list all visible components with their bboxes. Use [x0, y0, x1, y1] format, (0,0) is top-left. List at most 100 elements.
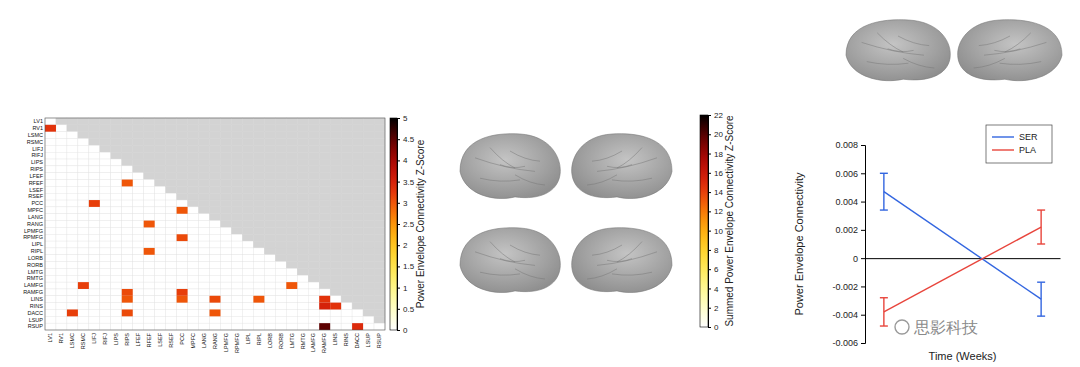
brain-outline — [572, 134, 672, 199]
empty-cell — [155, 227, 166, 234]
masked-cell — [264, 214, 275, 221]
error-bar — [880, 173, 888, 210]
masked-cell — [220, 159, 231, 166]
empty-cell — [253, 268, 264, 275]
masked-cell — [133, 125, 144, 132]
masked-cell — [363, 262, 374, 269]
empty-cell — [111, 227, 122, 234]
empty-cell — [264, 255, 275, 262]
masked-cell — [155, 166, 166, 173]
empty-cell — [133, 303, 144, 310]
tick-mark — [708, 288, 711, 289]
masked-cell — [242, 118, 253, 125]
empty-cell — [122, 193, 133, 200]
tick-mark — [708, 192, 711, 193]
brain-surface — [572, 134, 672, 199]
empty-cell — [111, 309, 122, 316]
empty-cell — [177, 234, 188, 241]
tick-label: LMTG — [28, 269, 43, 275]
heatmap-cell — [144, 248, 155, 255]
masked-cell — [133, 118, 144, 125]
empty-cell — [78, 296, 89, 303]
empty-cell — [78, 255, 89, 262]
masked-cell — [330, 152, 341, 159]
empty-cell — [188, 227, 199, 234]
empty-cell — [199, 289, 210, 296]
empty-cell — [155, 316, 166, 323]
tick-mark — [861, 343, 865, 344]
figure: LV1RV1LSMCRSMCLIFJRIFJLIPSRIPSLFEFRFEFLS… — [0, 0, 1080, 367]
tick: LIPL — [245, 330, 251, 344]
empty-cell — [308, 282, 319, 289]
empty-cell — [67, 166, 78, 173]
masked-cell — [374, 309, 385, 316]
tick-label: -0.006 — [832, 338, 858, 348]
tick: LMTG — [289, 330, 295, 348]
tick-label: LSMC — [69, 333, 75, 348]
masked-cell — [308, 166, 319, 173]
tick: LFEF — [135, 330, 141, 346]
empty-cell — [56, 139, 67, 146]
empty-cell — [100, 262, 111, 269]
masked-cell — [319, 207, 330, 214]
empty-cell — [220, 268, 231, 275]
masked-cell — [374, 289, 385, 296]
empty-cell — [155, 289, 166, 296]
empty-cell — [242, 282, 253, 289]
tick: RINS — [30, 303, 45, 309]
masked-cell — [341, 173, 352, 180]
masked-cell — [374, 207, 385, 214]
error-bar-cap — [1037, 281, 1045, 282]
axis-line — [398, 119, 401, 331]
masked-cell — [374, 125, 385, 132]
masked-cell — [122, 125, 133, 132]
masked-cell — [166, 132, 177, 139]
empty-cell — [297, 303, 308, 310]
error-bar-cap — [880, 173, 888, 174]
empty-cell — [111, 316, 122, 323]
empty-cell — [89, 173, 100, 180]
empty-cell — [220, 303, 231, 310]
masked-cell — [330, 241, 341, 248]
masked-cell — [220, 207, 231, 214]
tick: LANG — [201, 330, 207, 348]
masked-cell — [330, 262, 341, 269]
empty-cell — [67, 262, 78, 269]
masked-cell — [264, 193, 275, 200]
empty-cell — [220, 275, 231, 282]
heatmap-cell — [177, 234, 188, 241]
error-bar-stem — [883, 173, 884, 210]
masked-cell — [352, 289, 363, 296]
tick-label: LSMC — [28, 132, 43, 138]
heatmap-cell — [286, 282, 297, 289]
masked-cell — [220, 180, 231, 187]
empty-cell — [133, 221, 144, 228]
masked-cell — [231, 214, 242, 221]
masked-cell — [188, 145, 199, 152]
empty-cell — [56, 200, 67, 207]
masked-cell — [242, 214, 253, 221]
empty-cell — [242, 241, 253, 248]
masked-cell — [144, 132, 155, 139]
masked-cell — [231, 221, 242, 228]
masked-cell — [374, 268, 385, 275]
tick: 0.006 — [835, 169, 865, 179]
masked-cell — [242, 139, 253, 146]
error-bar-cap — [1037, 209, 1045, 210]
empty-cell — [133, 296, 144, 303]
masked-cell — [231, 159, 242, 166]
tick-mark — [397, 309, 400, 310]
masked-cell — [341, 227, 352, 234]
empty-cell — [45, 227, 56, 234]
empty-cell — [297, 282, 308, 289]
masked-cell — [363, 309, 374, 316]
masked-cell — [319, 262, 330, 269]
empty-cell — [89, 262, 100, 269]
tick-label: RSMC — [80, 333, 86, 349]
masked-cell — [242, 152, 253, 159]
brain-surface — [958, 20, 1062, 81]
masked-cell — [319, 200, 330, 207]
empty-cell — [100, 159, 111, 166]
empty-cell — [67, 241, 78, 248]
empty-cell — [100, 296, 111, 303]
